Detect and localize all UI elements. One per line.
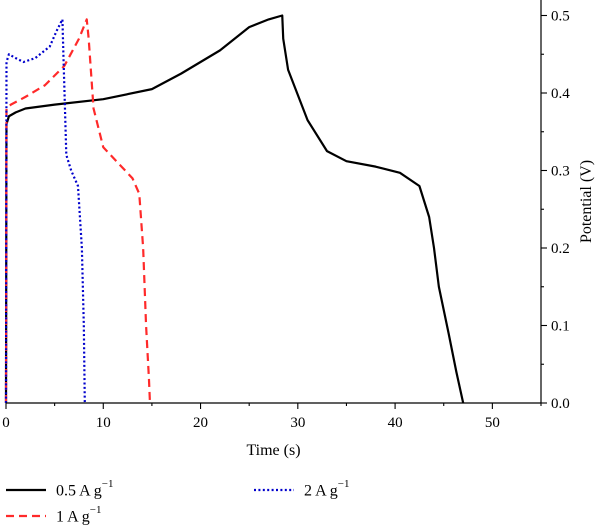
plot-area bbox=[4, 14, 465, 404]
legend-swatch-dashed-red bbox=[6, 514, 46, 518]
y-axis-ticks: 0.0 0.1 0.2 0.3 0.4 0.5 bbox=[541, 9, 570, 412]
legend-swatch-dotted-blue bbox=[254, 488, 294, 492]
legend-item-0-5: 0.5 A g−1 bbox=[0, 477, 114, 501]
legend-label-1: 1 A g−1 bbox=[56, 503, 102, 526]
legend-label-0-5: 0.5 A g−1 bbox=[56, 477, 114, 500]
y-axis-title: Potential (V) bbox=[578, 160, 595, 243]
x-axis-ticks: 0 10 20 30 40 50 bbox=[2, 403, 542, 431]
x-tick-label: 40 bbox=[388, 415, 403, 431]
chart-canvas: 0 10 20 30 40 50 0.00.10.20.30.40.5 Time (s) … bbox=[2, 0, 595, 459]
legend-item-1: 1 A g−1 bbox=[0, 503, 102, 527]
y-tick-label: 0.2 bbox=[551, 241, 570, 257]
legend-label-2: 2 A g−1 bbox=[304, 477, 350, 500]
legend-swatch-solid-black bbox=[6, 488, 46, 492]
legend-item-2: 2 A g−1 bbox=[248, 477, 350, 501]
x-tick-label: 10 bbox=[96, 415, 111, 431]
x-tick-label: 30 bbox=[290, 415, 305, 431]
y-tick-label: 0.3 bbox=[551, 164, 570, 180]
x-tick-label: 20 bbox=[193, 415, 208, 431]
y-tick-label: 0.0 bbox=[551, 396, 570, 412]
series-line-2 bbox=[4, 18, 86, 404]
x-axis-title: Time (s) bbox=[246, 442, 300, 459]
series-line-1 bbox=[4, 18, 152, 404]
y-tick-label: 0.5 bbox=[551, 9, 570, 25]
x-tick-label: 50 bbox=[485, 415, 500, 431]
legend: 0.5 A g−1 2 A g−1 1 A g−1 bbox=[0, 476, 600, 529]
y-tick-label: 0.1 bbox=[551, 319, 570, 335]
y-tick-label: 0.4 bbox=[551, 86, 570, 102]
x-tick-label: 0 bbox=[2, 415, 10, 431]
series-line-0 bbox=[4, 14, 465, 404]
